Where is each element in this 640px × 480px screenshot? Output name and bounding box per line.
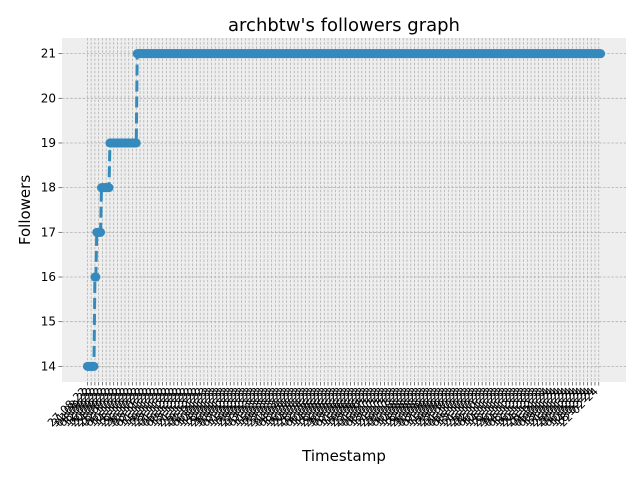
y-tick-label: 15 [41,315,56,329]
y-axis-label: Followers [16,175,34,245]
y-tick-label: 20 [41,91,56,105]
x-axis: 27-08-2231-08-2204-09-2208-09-2212-09-22… [45,382,601,429]
y-tick-label: 16 [41,270,56,284]
x-axis-label: Timestamp [301,447,386,465]
data-point [104,183,114,193]
chart-title: archbtw's followers graph [228,15,460,36]
data-point [91,272,101,282]
data-point [596,49,606,59]
y-tick-label: 17 [41,225,56,239]
y-tick-label: 18 [41,181,56,195]
plot-area [62,38,626,382]
series-markers [82,49,606,371]
y-tick-label: 21 [41,47,56,61]
data-point [131,138,141,148]
y-tick-label: 19 [41,136,56,150]
y-axis: 14 15 16 17 18 19 20 21 [41,47,62,373]
data-point [96,227,106,237]
data-point [89,361,99,371]
y-tick-label: 14 [41,359,56,373]
